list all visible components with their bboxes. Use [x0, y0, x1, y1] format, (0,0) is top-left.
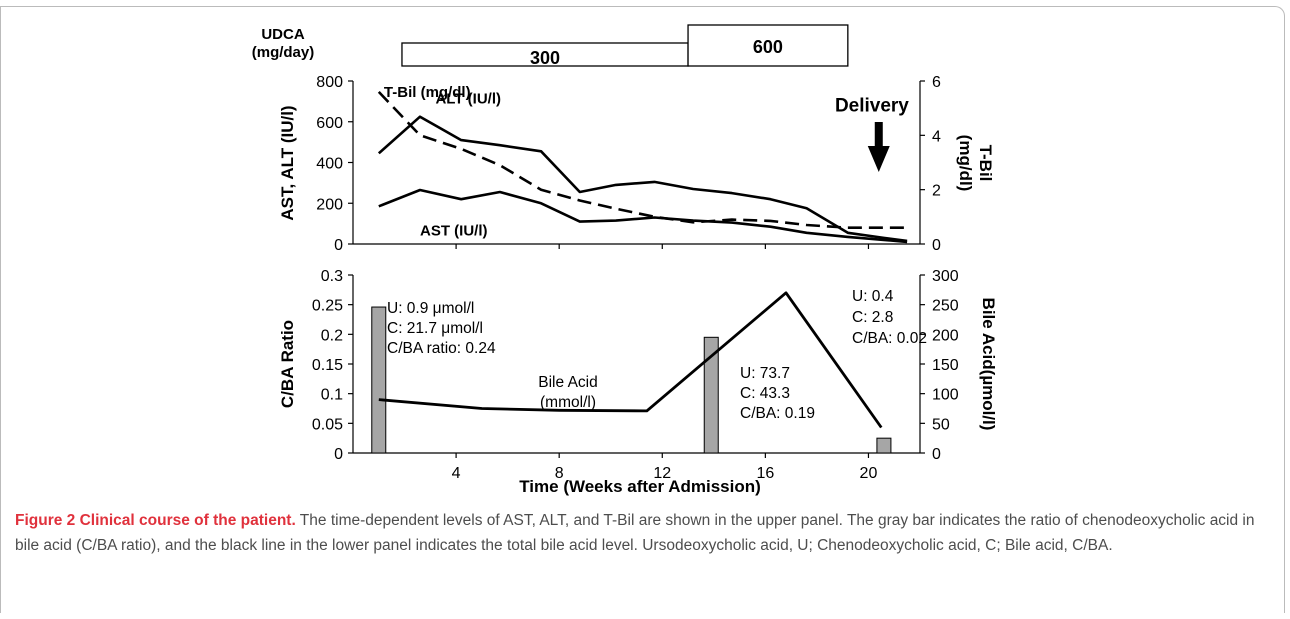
x-tick-label: 12 [653, 465, 671, 482]
lower-right-tick-label: 0 [932, 446, 941, 463]
upper-left-tick-label: 600 [316, 115, 343, 132]
figure-caption: Figure 2 Clinical course of the patient.… [15, 508, 1265, 558]
series-t-bil-line [377, 91, 908, 229]
lower-annotation-line: U: 73.7 [740, 365, 790, 382]
upper-right-tick-label: 0 [932, 237, 941, 254]
x-tick-label: 16 [756, 465, 774, 482]
lower-left-tick-label: 0 [334, 446, 343, 463]
lower-left-tick-label: 0.25 [312, 298, 343, 315]
lower-annotation-line: (mmol/l) [540, 394, 596, 411]
annotation-delivery: Delivery [835, 95, 909, 116]
upper-left-tick-label: 400 [316, 156, 343, 173]
lower-annotation-line: Bile Acid [538, 374, 597, 391]
lower-annotation-line: U: 0.4 [852, 288, 894, 305]
series-ast-line [378, 188, 908, 244]
upper-left-tick-label: 800 [316, 74, 343, 91]
upper-right-axis-label-line1: T-Bil [976, 145, 995, 182]
upper-axes: 0 200 400 600 800 0 2 4 6 [316, 74, 941, 254]
udca-label-line2: (mg/day) [252, 44, 315, 61]
lower-left-tick-label: 0.15 [312, 357, 343, 374]
udca-label-line1: UDCA [261, 26, 304, 43]
udca-segment-label: 600 [753, 37, 783, 57]
annotation-alt: ALT (IU/l) [435, 90, 501, 107]
bile-acid-polyline [378, 291, 883, 429]
cba-ratio-bars [371, 306, 892, 454]
caption-title: Figure 2 Clinical course of the patient. [15, 512, 296, 529]
series-alt-line [377, 115, 908, 243]
upper-left-axis-label: AST, ALT (IU/l) [278, 105, 297, 220]
x-tick-label: 20 [860, 465, 878, 482]
udca-segment-600 [687, 24, 849, 67]
lower-right-tick-label: 50 [932, 416, 950, 433]
lower-left-tick-label: 0.2 [321, 327, 343, 344]
x-tick-label: 4 [452, 465, 461, 482]
lower-left-tick-label: 0.1 [321, 387, 343, 404]
udca-dose-bar: 300 600 [401, 24, 849, 68]
lower-left-axis-label: C/BA Ratio [278, 320, 297, 408]
annotation-ast: AST (IU/l) [420, 223, 488, 240]
cba-ratio-bar [876, 437, 892, 454]
cba-ratio-bar [703, 336, 719, 454]
lower-annotation-line: C/BA: 0.02 [852, 330, 927, 347]
upper-annotations: T-Bil (mg/dl)ALT (IU/l) AST (IU/l) Deliver… [384, 84, 909, 240]
lower-right-tick-label: 250 [932, 298, 959, 315]
upper-left-tick-label: 0 [334, 237, 343, 254]
lower-annotation-line: C: 21.7 μmol/l [387, 320, 483, 337]
delivery-arrow-icon [867, 122, 890, 172]
lower-left-tick-label: 0.05 [312, 416, 343, 433]
lower-axes: 0 0.05 0.1 0.15 0.2 0.25 0.3 0 50 100 150 200 250 300… [312, 268, 959, 482]
lower-panel: 0 0.05 0.1 0.15 0.2 0.25 0.3 0 50 100 150 200 250 300… [278, 268, 998, 496]
udca-header: UDCA (mg/day) 300 600 [252, 24, 849, 68]
lower-right-tick-label: 100 [932, 387, 959, 404]
lower-annotation-line: C: 2.8 [852, 309, 893, 326]
upper-right-axis-label-line2: (mg/dl) [956, 135, 975, 192]
x-axis-title: Time (Weeks after Admission) [519, 477, 761, 496]
udca-segment-label: 300 [530, 48, 560, 68]
upper-right-tick-label: 2 [932, 183, 941, 200]
lower-left-tick-label: 0.3 [321, 268, 343, 285]
lower-annotation-line: U: 0.9 μmol/l [387, 300, 474, 317]
upper-series [377, 91, 908, 244]
bile-acid-line [378, 291, 883, 429]
delivery-arrow-head [867, 146, 890, 172]
lower-right-tick-label: 300 [932, 268, 959, 285]
lower-annotation-line: C/BA: 0.19 [740, 405, 815, 422]
figure-frame [0, 6, 1285, 613]
x-tick-label: 8 [555, 465, 564, 482]
lower-annotation-line: C: 43.3 [740, 385, 790, 402]
annotation-t-bil: T-Bil (mg/dl) [384, 84, 471, 101]
lower-annotations: U: 0.9 μmol/l C: 21.7 μmol/l C/BA ratio: 0… [387, 288, 927, 422]
upper-right-tick-label: 4 [932, 128, 941, 145]
upper-right-tick-label: 6 [932, 74, 941, 91]
upper-left-tick-label: 200 [316, 196, 343, 213]
lower-right-axis-label: Bile Acid(µmol/l) [979, 298, 998, 431]
lower-annotation-line: C/BA ratio: 0.24 [387, 340, 496, 357]
lower-right-tick-label: 200 [932, 327, 959, 344]
cba-ratio-bar [371, 306, 387, 454]
caption-text: The time-dependent levels of AST, ALT, a… [15, 512, 1255, 554]
lower-right-tick-label: 150 [932, 357, 959, 374]
delivery-arrow-shaft [874, 122, 883, 147]
